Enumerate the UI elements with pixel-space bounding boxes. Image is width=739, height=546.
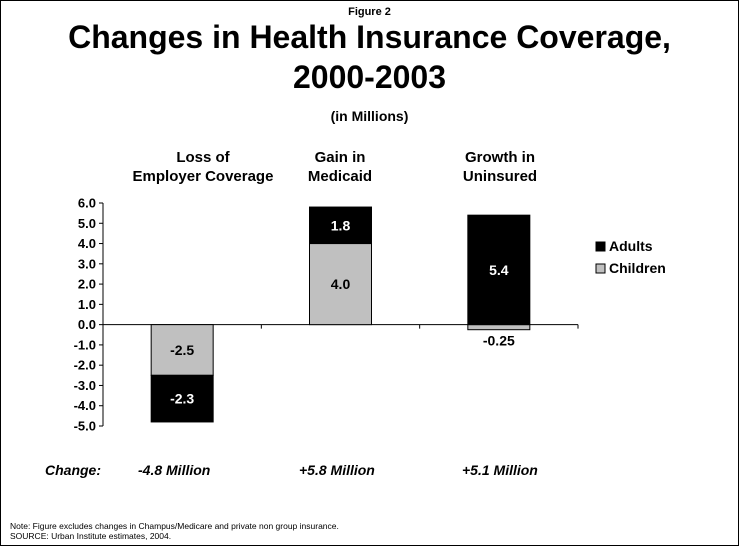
y-tick-label: 2.0: [78, 277, 96, 292]
figure-label: Figure 2: [348, 6, 391, 18]
y-tick-label: 5.0: [78, 216, 96, 231]
data-label-children: -2.5: [170, 342, 194, 358]
category-title-employer: Loss of Employer Coverage: [113, 148, 293, 186]
data-label-adults: 5.4: [489, 262, 509, 278]
change-label: Change:: [45, 462, 101, 478]
y-tick-label: -2.0: [74, 358, 96, 373]
y-tick-label: 3.0: [78, 256, 96, 271]
legend-label-children: Children: [609, 260, 666, 276]
change-value-uninsured: +5.1 Million: [462, 462, 538, 478]
y-tick-label: 1.0: [78, 297, 96, 312]
source-text: SOURCE: Urban Institute estimates, 2004.: [10, 531, 172, 541]
change-value-employer: -4.8 Million: [138, 462, 211, 478]
category-title-line: Uninsured: [462, 168, 538, 185]
bar-children: [150, 324, 214, 376]
note-text: Note: Figure excludes changes in Champus…: [10, 521, 339, 531]
category-title-medicaid: Gain in Medicaid: [250, 148, 430, 186]
legend-swatch-children: [595, 263, 606, 274]
data-label-adults: 1.8: [331, 217, 351, 233]
legend-label-adults: Adults: [609, 238, 653, 254]
chart-title-line2: 2000-2003: [292, 59, 447, 95]
data-label-adults: -2.3: [170, 391, 194, 407]
data-label-children: 4.0: [331, 276, 351, 292]
y-tick-label: -5.0: [74, 419, 96, 434]
chart-title-line1: Changes in Health Insurance Coverage,: [68, 19, 671, 55]
footnote: Note: Figure excludes changes in Champus…: [10, 521, 339, 541]
category-title-uninsured: Growth in Uninsured: [410, 148, 590, 186]
bar-adults: [150, 374, 214, 423]
chart-subtitle: (in Millions): [330, 108, 409, 124]
y-tick-label: 0.0: [78, 317, 96, 332]
bar-children: [309, 243, 372, 326]
data-label-children: -0.25: [483, 333, 515, 349]
bar-adults: [309, 206, 372, 245]
legend-swatch-adults: [595, 241, 606, 252]
category-title-line: Employer Coverage: [132, 168, 274, 185]
category-title-line: Gain in: [314, 149, 366, 166]
category-title-line: Loss of: [176, 149, 230, 166]
y-tick-label: -1.0: [74, 337, 96, 352]
chart-title: Changes in Health Insurance Coverage, 20…: [0, 19, 739, 95]
y-tick-label: 4.0: [78, 236, 96, 251]
category-title-line: Medicaid: [307, 168, 373, 185]
bar-children: [467, 324, 531, 331]
category-title-line: Growth in: [465, 149, 535, 166]
y-tick-label: -4.0: [74, 398, 96, 413]
change-value-medicaid: +5.8 Million: [299, 462, 375, 478]
bar-adults: [467, 214, 531, 326]
y-tick-label: -3.0: [74, 378, 96, 393]
y-tick-label: 6.0: [78, 196, 96, 211]
